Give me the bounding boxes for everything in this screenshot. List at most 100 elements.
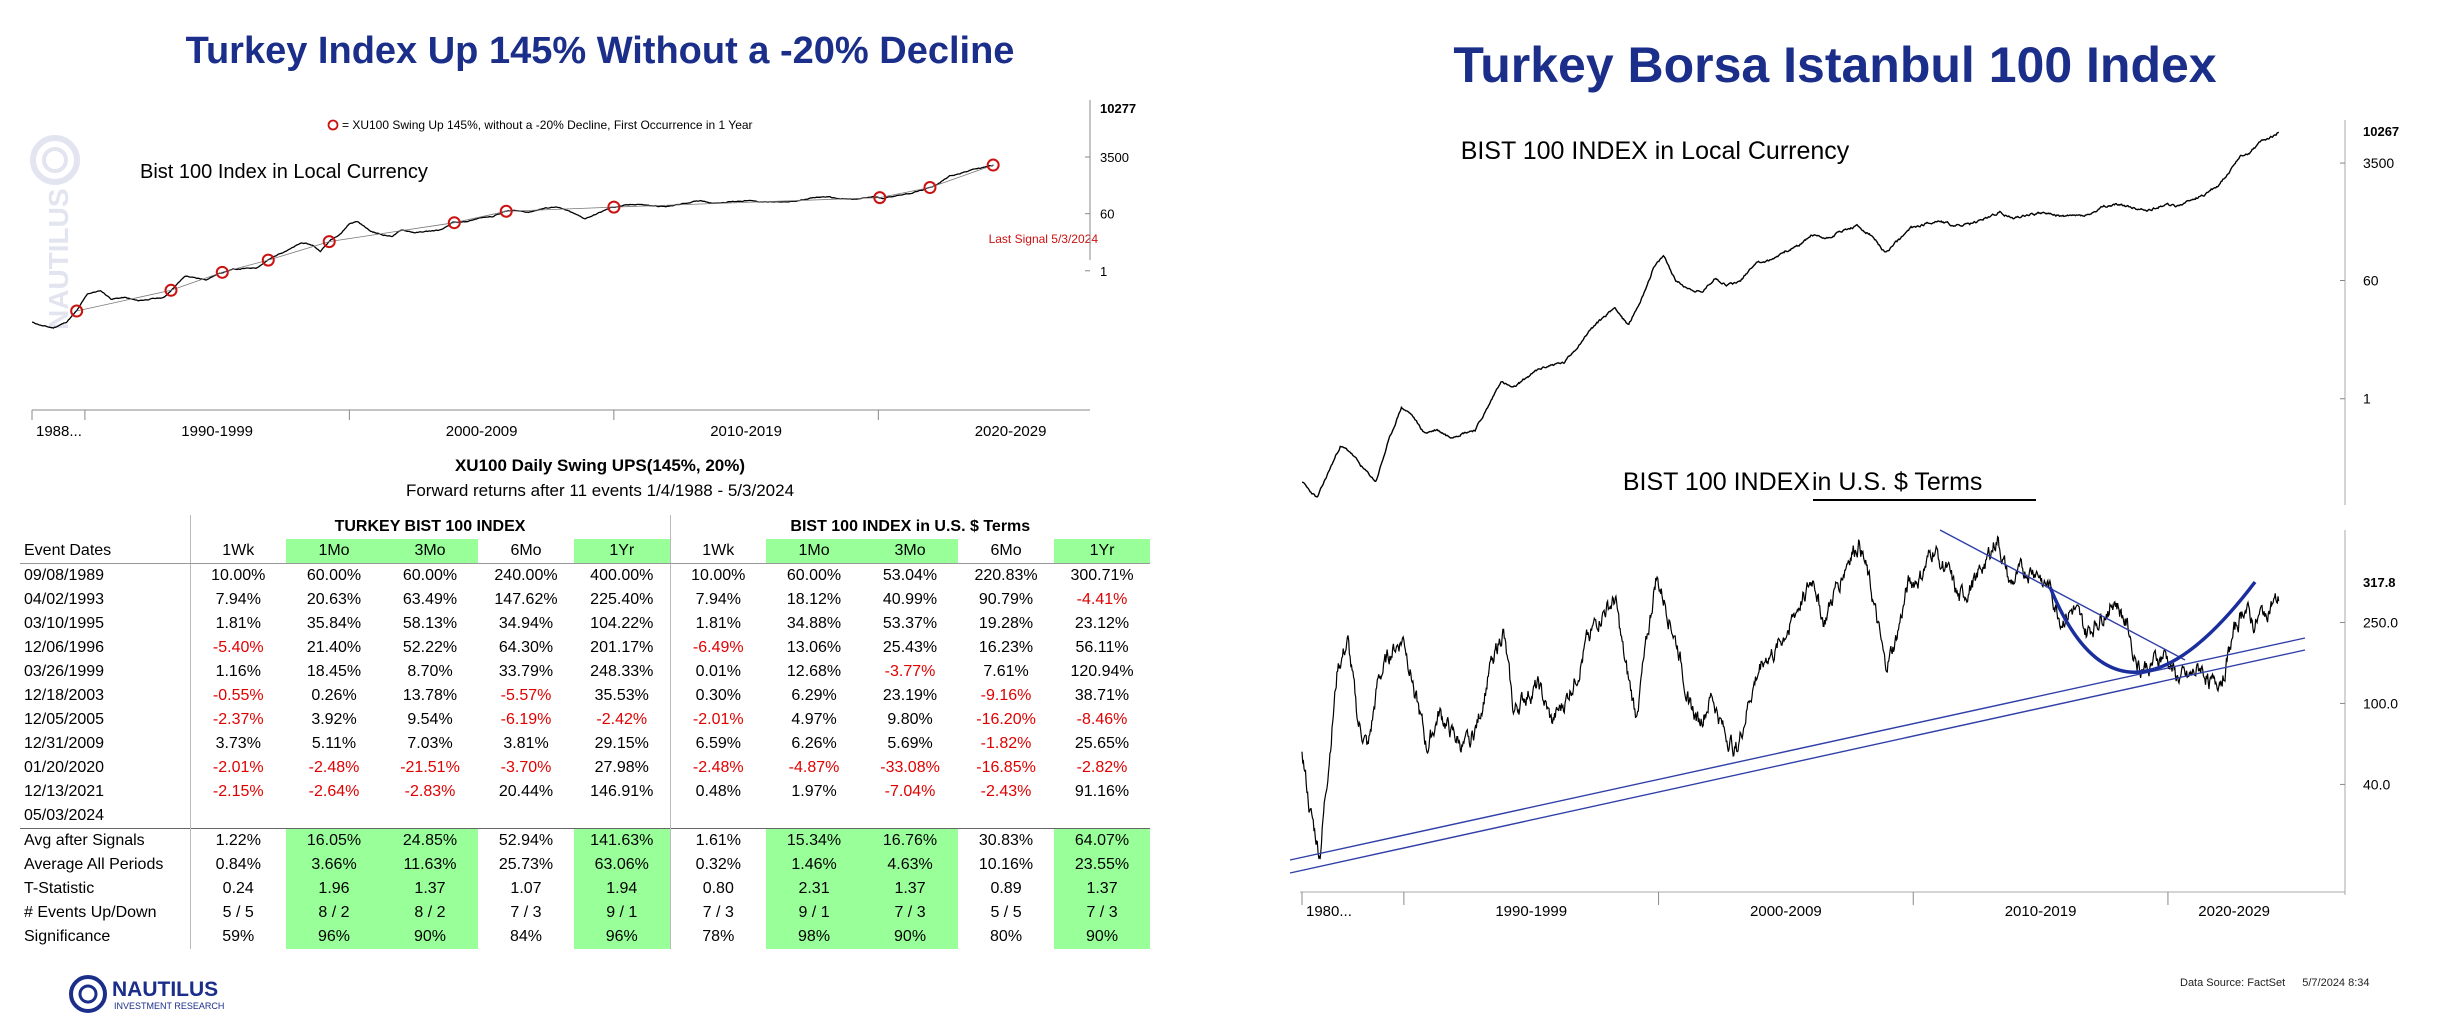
cell-local-6mo: 64.30% (498, 639, 554, 656)
summary-label: Average All Periods (24, 856, 164, 873)
cell-local-1yr: 141.63% (574, 828, 671, 853)
cell-usd-1mo: 9 / 1 (766, 901, 863, 925)
cell-usd-1yr: 56.11% (1075, 639, 1129, 656)
cell-local-6mo: 147.62% (494, 591, 558, 608)
event-date: 04/02/1993 (24, 591, 105, 608)
timestamp: 5/7/2024 8:34 (2302, 977, 2370, 989)
chart-label-underlined: in U.S. $ Terms (1812, 468, 1982, 496)
event-date: 12/18/2003 (24, 687, 105, 704)
index-line (1302, 131, 2280, 498)
cell-usd-6mo: -16.20% (976, 711, 1036, 728)
cell-usd-1mo: 98% (766, 925, 863, 949)
cell-local-6mo: 52.94% (478, 828, 574, 853)
cell-usd-6mo: 30.83% (958, 828, 1055, 853)
cell-local-6mo: 1.07 (510, 880, 542, 897)
cell-local-1wk: -0.55% (189, 684, 286, 708)
y-tick-label-2: 1 (2363, 391, 2371, 407)
cell-usd-1wk: 0.30% (669, 684, 767, 708)
y-axis: 10277 3500 60 1 (1085, 100, 1136, 279)
column-header-row: Event Dates 1Wk 1Mo 3Mo 6Mo 1Yr 1Wk 1Mo 3Mo 6Mo 1… (20, 539, 1151, 564)
cell-usd-3mo: 4.63% (862, 853, 959, 877)
cell-local-1yr: 248.33% (590, 663, 654, 680)
cell-local-1yr: 27.98% (594, 759, 649, 776)
cell-local-6mo: -5.57% (500, 687, 552, 704)
cell-usd-6mo: 16.23% (978, 639, 1034, 656)
cell-local-6mo: 240.00% (494, 567, 558, 584)
table-row: 12/13/2021 -2.15% -2.64% -2.83% 20.44% 146.91… (20, 780, 1150, 804)
summary-row: Significance 59% 96% 90% 84% 96% 78% 98% 90% 80% 9… (20, 925, 1151, 949)
y-axis: 10267 3500 60 1 (2340, 120, 2399, 505)
cell-local-1wk: 1.81% (189, 612, 286, 636)
cell-local-6mo: 84% (509, 928, 543, 945)
cell-local-3mo: 63.49% (402, 591, 458, 608)
cell-usd-1yr: 120.94% (1070, 663, 1134, 680)
series-group (1302, 131, 2280, 498)
right-local-chart: BIST 100 INDEX in Local Currency 10267 35… (1302, 120, 2399, 505)
row-header: Event Dates (20, 539, 190, 564)
summary-label: Avg after Signals (20, 828, 190, 853)
cell-local-1yr: 35.53% (594, 687, 649, 704)
signal-marker-8 (607, 200, 621, 214)
x-axis: 1988... 1990-1999 2000-2009 2010-2019 2020-2… (31, 409, 1090, 440)
last-value-label: 317.8 (2363, 575, 2396, 590)
cell-local-3mo: 1.37 (382, 877, 478, 901)
cell-local-3mo: 8 / 2 (382, 901, 478, 925)
cell-local-6mo: 33.79% (498, 663, 554, 680)
summary-row: Avg after Signals 1.22% 16.05% 24.85% 52.94%… (20, 828, 1151, 853)
signal-marker-5 (322, 235, 336, 249)
signal-marker-7 (499, 204, 513, 218)
x-tick-label-3: 2010-2019 (710, 423, 782, 440)
cell-local-6mo: 25.73% (498, 856, 554, 873)
cell-local-6mo: -6.19% (500, 711, 552, 728)
series-group (31, 164, 994, 329)
cell-usd-1wk: 1.81% (669, 612, 767, 636)
cell-usd-1mo: 18.12% (786, 591, 842, 608)
x-tick-label-3: 2010-2019 (2005, 903, 2077, 920)
cell-usd-1yr: -4.41% (1076, 591, 1128, 608)
cell-usd-3mo: -33.08% (880, 759, 940, 776)
cell-local-3mo: 90% (382, 925, 478, 949)
cell-usd-1wk: -6.49% (669, 636, 767, 660)
cell-usd-1mo: 1.97% (791, 783, 837, 800)
cell-usd-1yr: -2.82% (1076, 759, 1128, 776)
event-date: 05/03/2024 (24, 807, 105, 824)
cell-usd-1yr: -8.46% (1076, 711, 1128, 728)
signal-marker-11 (986, 158, 1000, 172)
cell-local-1yr: 9 / 1 (574, 901, 671, 925)
cell-usd-1yr: 91.16% (1074, 783, 1130, 800)
summary-label: Significance (24, 928, 111, 945)
cell-usd-6mo: 90.79% (978, 591, 1034, 608)
summary-label: # Events Up/Down (24, 904, 157, 921)
cell-usd-3mo: -7.04% (884, 783, 936, 800)
cell-usd-1mo: 1.46% (766, 853, 863, 877)
cell-local-1wk: 59% (189, 925, 286, 949)
col-header-local-1yr: 1Yr (574, 539, 671, 564)
col-header-usd-1mo: 1Mo (766, 539, 863, 564)
cell-local-6mo: 20.44% (498, 783, 554, 800)
watermark-text: NAUTILUS (43, 188, 74, 330)
cell-local-3mo: 24.85% (382, 828, 478, 853)
cell-usd-3mo: 25.43% (882, 639, 938, 656)
cell-usd-1yr (1054, 804, 1150, 829)
summary-row: Average All Periods 0.84% 3.66% 11.63% 25.73… (20, 853, 1151, 877)
cell-usd-3mo: -3.77% (884, 663, 936, 680)
x-tick-label-2: 2000-2009 (446, 423, 518, 440)
signal-marker-10 (923, 181, 937, 195)
y-tick-label-1: 100.0 (2363, 695, 2398, 711)
cell-local-1mo: -2.64% (308, 783, 360, 800)
x-tick-label-0: 1980... (1306, 903, 1352, 920)
y-tick-label-1: 60 (2363, 273, 2379, 289)
signal-marker-2 (164, 283, 178, 297)
table-row: 03/10/1995 1.81% 35.84% 58.13% 34.94% 104.22%… (20, 612, 1150, 636)
cell-local-3mo: 11.63% (382, 853, 478, 877)
table-row: 03/26/1999 1.16% 18.45% 8.70% 33.79% 248.33% 0… (20, 660, 1150, 684)
cell-usd-1wk: 7 / 3 (669, 901, 767, 925)
rounding-bottom-arc (2048, 580, 2257, 674)
cell-local-1yr: -2.42% (596, 711, 648, 728)
cell-local-3mo: 8.70% (407, 663, 453, 680)
cell-usd-6mo: 7.61% (983, 663, 1029, 680)
cell-local-1mo: 60.00% (306, 567, 362, 584)
corner-cell (20, 515, 190, 539)
cell-local-1yr: 29.15% (594, 735, 649, 752)
event-date: 12/06/1996 (24, 639, 105, 656)
